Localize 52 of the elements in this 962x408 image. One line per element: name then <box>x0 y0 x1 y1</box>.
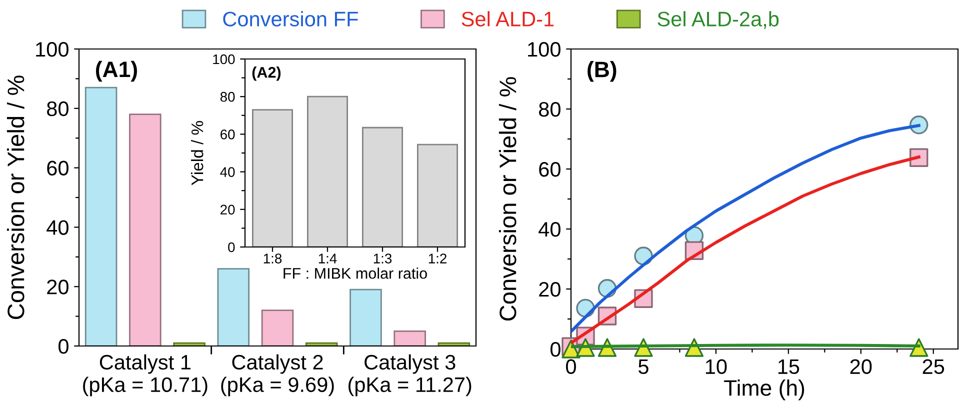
y-tick-label: 100 <box>36 42 68 57</box>
x-tick-label: 1:8 <box>264 254 282 264</box>
x-tick-label: 1:2 <box>428 254 446 264</box>
x-tick-label: 5 <box>638 359 648 374</box>
y-tick-label: 40 <box>538 222 560 237</box>
y-tick-label: 100 <box>213 54 235 64</box>
x-tick-label: 0 <box>566 359 576 374</box>
x-tick-label: 25 <box>922 359 944 374</box>
y-axis-title: Conversion or Yield / % <box>6 76 24 320</box>
y-tick-label: 20 <box>539 282 560 297</box>
x-tick-label: 20 <box>850 359 872 374</box>
bar <box>217 268 250 346</box>
text: (A1) <box>96 60 137 82</box>
x-tick-label: 1:3 <box>374 254 392 264</box>
bar <box>307 96 348 247</box>
y-tick-label: 20 <box>47 280 68 294</box>
legend-label: Sel ALD-1 <box>462 11 554 26</box>
y-tick-label: 80 <box>539 102 560 117</box>
bar <box>350 288 382 346</box>
y-axis-title: Conversion or Yield / % <box>498 77 516 321</box>
bar <box>84 86 118 346</box>
y-tick-label: 60 <box>220 130 235 140</box>
bar <box>252 109 293 247</box>
x-axis-title: FF : MIBK molar ratio <box>284 268 427 279</box>
legend-label: Sel ALD-2a,b <box>658 11 779 29</box>
bar <box>417 144 458 247</box>
legend-label: Conversion FF <box>223 11 358 26</box>
y-tick-label: 100 <box>528 42 560 57</box>
chart-title: (A2) <box>252 66 281 81</box>
x-tick-label: 15 <box>778 359 800 374</box>
bar <box>261 310 294 346</box>
bar <box>394 330 426 346</box>
x-tick-label: Catalyst 1 (pKa = 10.71) <box>83 354 208 396</box>
y-tick-label: 60 <box>539 162 560 177</box>
y-tick-label: 0 <box>228 242 235 252</box>
y-tick-label: 0 <box>58 339 68 354</box>
bar <box>129 114 162 346</box>
text: (B) <box>588 61 616 82</box>
x-tick-label: Catalyst 2 (pKa = 9.69) <box>221 354 334 396</box>
y-tick-label: 40 <box>46 220 68 235</box>
x-tick-label: Catalyst 3 (pKa = 11.27) <box>348 354 472 396</box>
y-tick-label: 80 <box>220 92 235 102</box>
bar <box>362 126 403 247</box>
y-axis-title: Yield / % <box>191 121 204 186</box>
y-tick-label: 80 <box>47 101 68 116</box>
y-tick-label: 20 <box>220 204 235 215</box>
y-tick-label: 60 <box>47 160 68 176</box>
y-tick-label: 0 <box>550 342 560 357</box>
x-tick-label: 1:4 <box>318 254 337 264</box>
y-tick-label: 40 <box>220 167 235 177</box>
x-axis-title: Time (h) <box>724 380 804 400</box>
x-tick-label: 10 <box>706 359 727 374</box>
